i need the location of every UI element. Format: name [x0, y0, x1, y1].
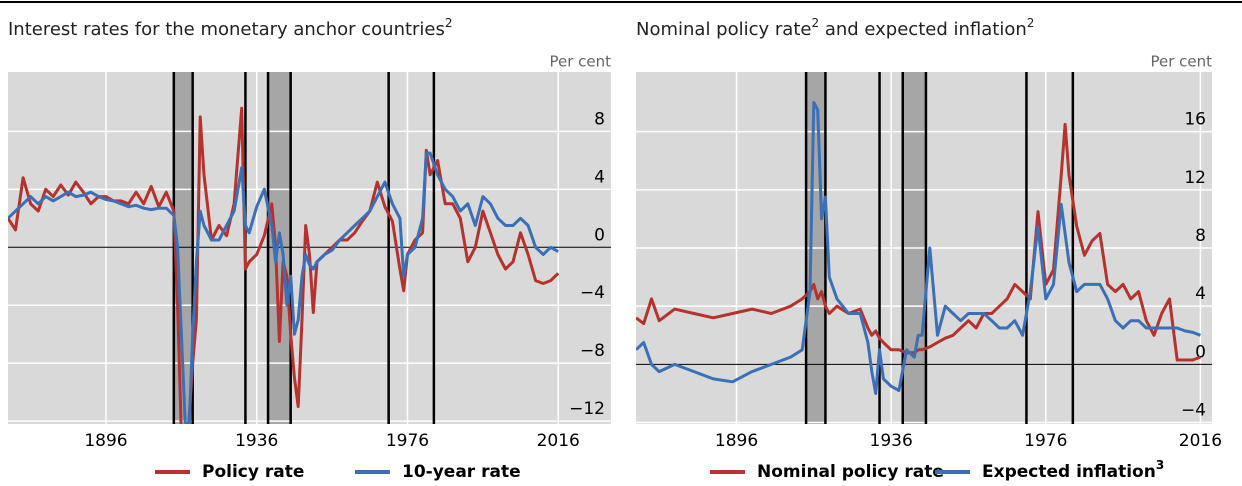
y-tick-label: 8	[1195, 226, 1206, 246]
title-text: Nominal policy rate	[636, 19, 811, 40]
legend-label: Expected inflation3	[982, 458, 1164, 483]
x-tick-label: 2016	[537, 431, 580, 451]
chart-title: Nominal policy rate2​ and expected infla…	[636, 16, 1034, 41]
y-tick-label: 12	[1184, 168, 1206, 188]
title-text: Interest rates for the monetary anchor c…	[8, 19, 445, 40]
legend-text: 10-year rate	[402, 462, 521, 482]
x-tick-label: 1896	[84, 431, 127, 451]
series-line	[636, 101, 1201, 395]
x-tick-label: 1896	[715, 431, 758, 451]
legend-label: Policy rate	[202, 462, 304, 482]
title-note: 2	[811, 16, 819, 30]
legend-note: 3	[1156, 458, 1164, 472]
series-line	[8, 151, 559, 424]
x-tick-label: 1976	[386, 431, 429, 451]
title-note: 2	[445, 16, 453, 30]
y-tick-label: 8	[594, 109, 605, 129]
legend-text: Nominal policy rate	[757, 462, 944, 482]
shaded-period	[268, 72, 291, 424]
y-unit: Per cent	[1150, 53, 1212, 71]
y-tick-label: 16	[1184, 110, 1206, 130]
legend-label: Nominal policy rate	[757, 462, 944, 482]
series-line	[636, 122, 1201, 362]
x-tick-label: 1936	[235, 431, 278, 451]
chart-title: Interest rates for the monetary anchor c…	[8, 16, 453, 41]
legend-label: 10-year rate	[402, 462, 521, 482]
title-note: 2	[1027, 16, 1035, 30]
y-tick-label: −4	[1181, 401, 1206, 421]
y-tick-label: 0	[594, 225, 605, 245]
y-unit: Per cent	[549, 53, 611, 71]
y-tick-label: 4	[1195, 284, 1206, 304]
y-tick-label: −12	[569, 399, 605, 419]
x-tick-label: 1936	[870, 431, 913, 451]
x-tick-label: 2016	[1179, 431, 1222, 451]
y-tick-label: 4	[594, 167, 605, 187]
plot-lines	[636, 101, 1201, 395]
legend-text: Policy rate	[202, 462, 304, 482]
y-tick-label: −4	[580, 283, 605, 303]
legend-text: Expected inflation	[982, 462, 1156, 482]
y-tick-label: 0	[1195, 342, 1206, 362]
plot-lines	[8, 106, 560, 424]
y-tick-label: −8	[580, 341, 605, 361]
x-tick-label: 1976	[1024, 431, 1067, 451]
title-text: and expected inflation	[819, 19, 1027, 40]
